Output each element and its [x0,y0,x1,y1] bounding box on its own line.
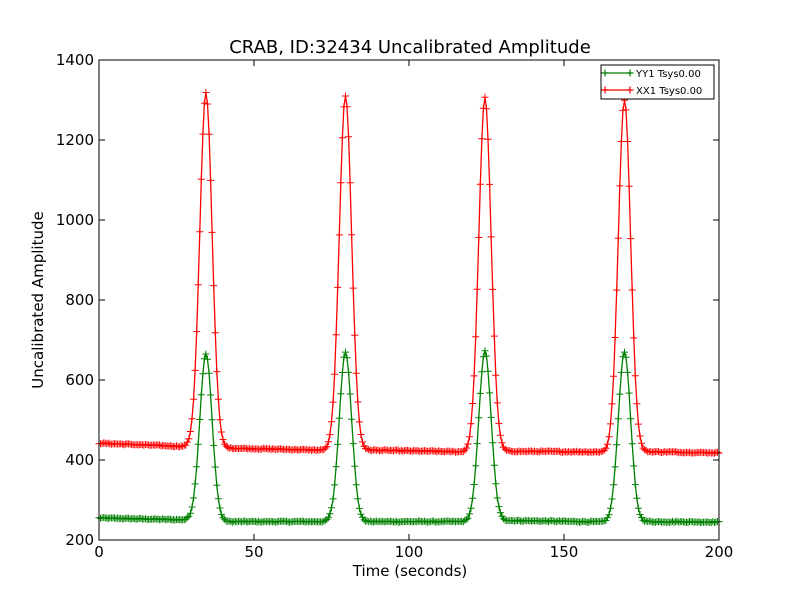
legend-entry-xx1: XX1 Tsys0.00 [601,86,702,97]
y-tick-label: 1000 [56,211,94,229]
x-axis-label: Time (seconds) [352,562,468,580]
x-tick-label: 50 [244,543,263,561]
series-layer [95,89,723,526]
y-tick-label: 200 [65,531,94,549]
y-tick-label: 600 [65,371,94,389]
legend-marker-xx1 [601,86,634,94]
x-tick-label: 200 [705,543,734,561]
x-tick-label: 0 [94,543,104,561]
y-tick-label: 800 [65,291,94,309]
legend-box [600,64,715,100]
chart-title: CRAB, ID:32434 Uncalibrated Amplitude [229,37,591,58]
ticks-layer: 0 50 100 150 200 200 400 600 800 1000 1200 1400 [56,51,734,561]
y-tick-label: 1400 [56,51,94,69]
y-tick-label: 400 [65,451,94,469]
y-axis-label: Uncalibrated Amplitude [29,211,47,388]
legend-entry-yy1: YY1 Tsys0.00 [601,69,701,80]
x-tick-label: 150 [550,543,579,561]
legend-marker-yy1 [601,69,634,77]
x-tick-label: 100 [395,543,424,561]
y-tick-label: 1200 [56,131,94,149]
legend: YY1 Tsys0.00 XX1 Tsys0.00 [600,64,715,100]
legend-label-yy1: YY1 Tsys0.00 [635,69,701,80]
legend-label-xx1: XX1 Tsys0.00 [636,86,702,97]
